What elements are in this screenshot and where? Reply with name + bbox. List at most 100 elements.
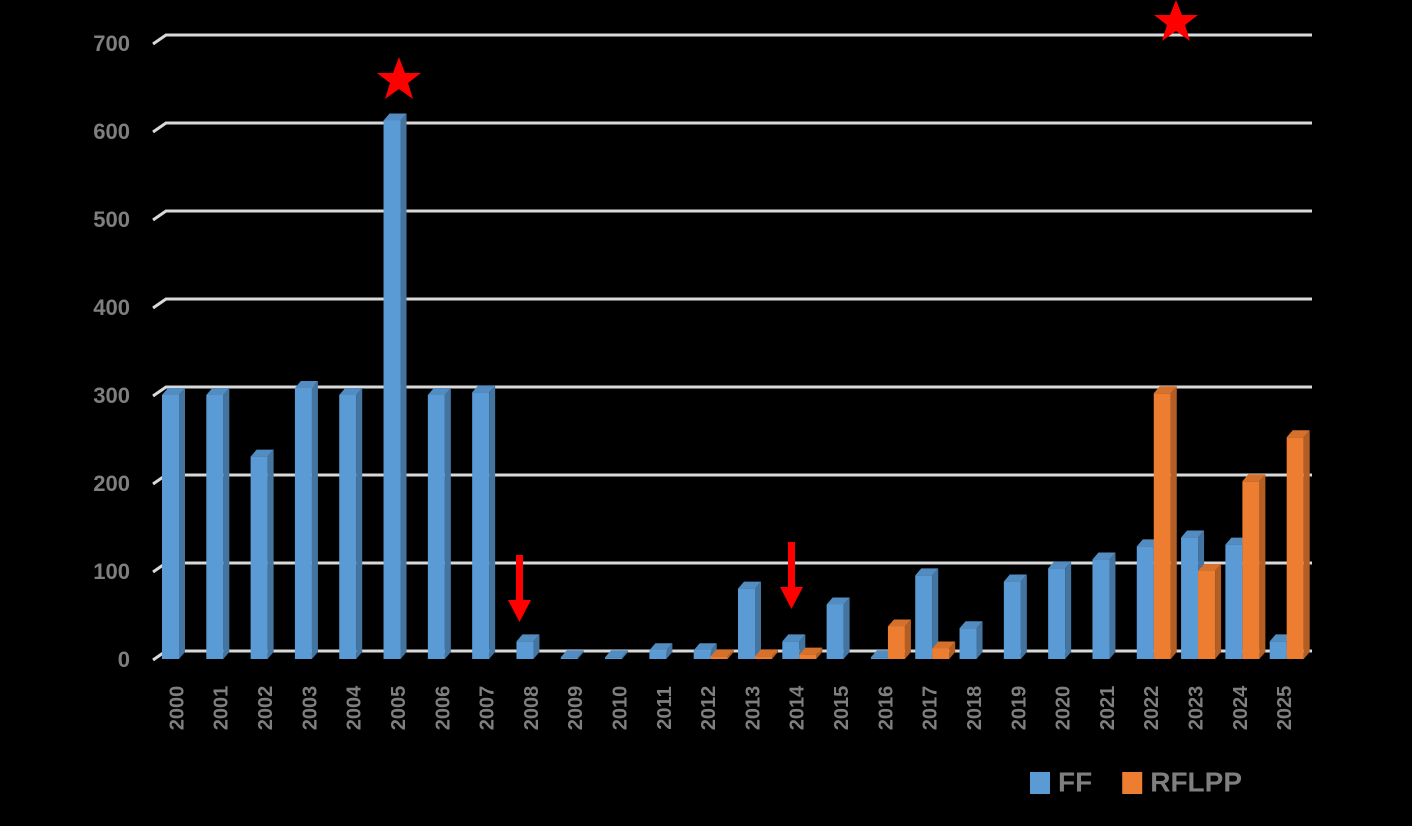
bar-side xyxy=(843,597,850,659)
bar-side xyxy=(816,647,823,659)
star-marker xyxy=(1154,0,1198,41)
bar xyxy=(649,650,667,659)
bar-side xyxy=(267,449,274,659)
bar xyxy=(915,575,933,659)
x-tick-label: 2012 xyxy=(698,686,720,731)
bar-top xyxy=(915,568,939,576)
bar-top xyxy=(693,643,717,651)
bar xyxy=(1048,568,1066,659)
bar xyxy=(755,656,772,659)
grid-line xyxy=(152,473,1312,486)
grid-line xyxy=(152,297,1312,310)
bar-top xyxy=(383,113,407,121)
bar-top xyxy=(162,388,185,395)
bar-side xyxy=(489,385,496,659)
bar xyxy=(605,657,623,659)
y-tick-label: 700 xyxy=(93,31,130,56)
bar-side xyxy=(666,643,673,659)
x-tick-label: 2013 xyxy=(742,686,764,731)
bar-top xyxy=(738,581,761,589)
bar xyxy=(250,456,268,659)
bars xyxy=(162,113,1310,659)
bar xyxy=(1198,571,1216,659)
y-tick-label: 400 xyxy=(93,295,130,320)
legend-label: RFLPP xyxy=(1150,766,1242,797)
x-tick-label: 2020 xyxy=(1053,686,1075,731)
y-tick-label: 200 xyxy=(93,471,130,496)
x-tick-label: 2022 xyxy=(1141,686,1163,731)
bar xyxy=(560,657,578,659)
x-tick-label: 2025 xyxy=(1274,686,1296,731)
bar-side xyxy=(949,641,956,659)
bar-side xyxy=(727,649,734,659)
bar-side xyxy=(533,634,540,659)
bar-top xyxy=(782,634,806,642)
bar-top xyxy=(1181,530,1205,538)
bar-side xyxy=(311,380,318,659)
x-tick-label: 2000 xyxy=(166,686,188,731)
bar xyxy=(206,395,224,659)
grid: 0 100 200 300 400 500 600 700 xyxy=(93,31,1312,672)
bar-side xyxy=(1259,474,1266,659)
bar xyxy=(339,395,357,659)
bar-side xyxy=(223,388,230,659)
x-tick-label: 2024 xyxy=(1230,685,1252,730)
bar-top xyxy=(799,647,823,655)
x-tick-label: 2001 xyxy=(211,686,233,731)
bar-side xyxy=(1065,561,1072,659)
legend-label: FF xyxy=(1058,766,1092,797)
bar-top xyxy=(560,650,584,658)
bar-side xyxy=(179,388,185,659)
bar xyxy=(427,395,445,659)
legend-swatch xyxy=(1122,772,1143,794)
bar xyxy=(1286,437,1304,659)
bar-top xyxy=(516,634,540,642)
bar-top xyxy=(710,649,734,657)
bar-top xyxy=(959,621,983,629)
x-tick-label: 2008 xyxy=(521,686,543,731)
bar xyxy=(516,641,534,659)
arrow-marker xyxy=(780,542,803,609)
star-marker xyxy=(377,57,421,99)
bar xyxy=(738,588,755,659)
bar xyxy=(799,654,817,659)
bar-top xyxy=(1198,564,1222,571)
bar-side xyxy=(400,113,407,659)
x-tick-label: 2004 xyxy=(344,685,366,730)
bar xyxy=(1225,544,1243,659)
x-tick-label: 2015 xyxy=(831,686,853,731)
arrow-marker xyxy=(508,555,531,622)
x-tick-label: 2019 xyxy=(1008,686,1030,731)
bar xyxy=(1242,481,1260,659)
grid-line xyxy=(152,121,1312,134)
bar-top xyxy=(1286,430,1310,438)
bar-top xyxy=(206,388,230,395)
bar-side xyxy=(1303,430,1310,659)
bar xyxy=(1003,581,1021,659)
bar xyxy=(887,626,905,659)
bar xyxy=(1153,393,1171,659)
bar-side xyxy=(772,649,778,659)
bar xyxy=(959,628,977,659)
bar-side xyxy=(1170,386,1177,659)
bar-side xyxy=(755,581,761,659)
x-tick-label: 2010 xyxy=(610,686,632,731)
bar-top xyxy=(605,650,629,658)
x-tick-label: 2023 xyxy=(1186,686,1208,731)
bar xyxy=(162,395,179,659)
bar-top xyxy=(1092,552,1116,560)
grid-line xyxy=(152,385,1312,398)
bar-top xyxy=(339,388,363,395)
bar xyxy=(782,641,800,659)
bar xyxy=(693,650,711,659)
bar-side xyxy=(1215,564,1222,659)
x-tick-label: 2018 xyxy=(964,686,986,731)
bar xyxy=(383,120,401,659)
x-tick-label: 2011 xyxy=(654,686,676,729)
bar-top xyxy=(755,649,778,657)
bar-side xyxy=(932,568,939,659)
x-tick-label: 2007 xyxy=(477,686,499,731)
bar-side xyxy=(622,650,629,659)
y-tick-label: 300 xyxy=(93,383,130,408)
bar-top xyxy=(649,643,673,651)
